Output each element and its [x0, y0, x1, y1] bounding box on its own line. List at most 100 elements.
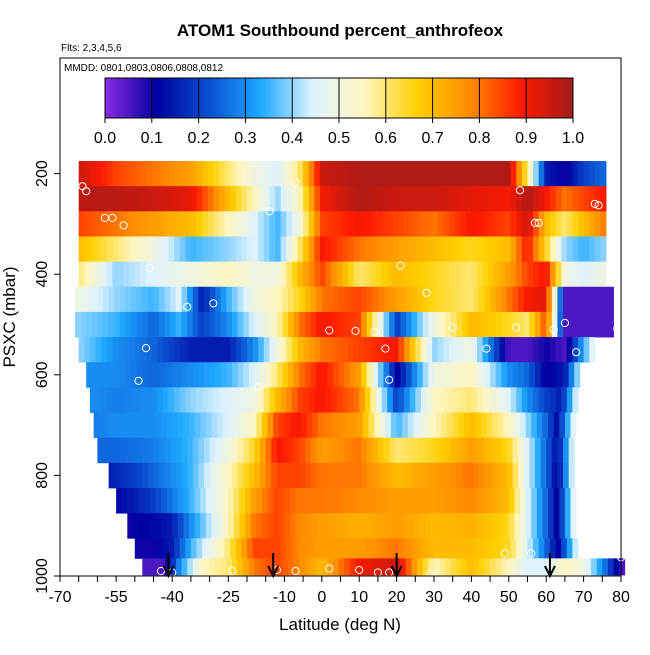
- heatmap-cell: [450, 462, 457, 489]
- heatmap-cell: [123, 186, 130, 212]
- heatmap-cell: [288, 462, 295, 489]
- heatmap-cell: [529, 462, 536, 489]
- heatmap-cell: [114, 437, 121, 464]
- heatmap-cell: [490, 286, 497, 313]
- heatmap-cell: [123, 236, 130, 263]
- heatmap-cell: [179, 261, 186, 288]
- heatmap-cell: [413, 513, 420, 539]
- observation-circle: [134, 376, 143, 385]
- heatmap-cell: [460, 538, 467, 559]
- heatmap-cell: [237, 311, 244, 338]
- observation-circle: [141, 344, 151, 353]
- heatmap-cell: [127, 513, 134, 539]
- heatmap-cell: [288, 558, 295, 576]
- heatmap-cell: [175, 462, 182, 489]
- observation-circle: [381, 344, 390, 353]
- heatmap-cell: [192, 462, 199, 489]
- heatmap-cell: [215, 558, 222, 576]
- heatmap-cell: [291, 211, 298, 237]
- heatmap-cell: [448, 211, 455, 237]
- heatmap-cell: [250, 412, 257, 439]
- heatmap-cell: [340, 513, 347, 539]
- heatmap-cell: [510, 236, 517, 263]
- heatmap-cell: [185, 261, 192, 288]
- heatmap-cell: [445, 311, 452, 338]
- heatmap-cell: [295, 412, 302, 439]
- heatmap-cell: [333, 362, 340, 388]
- heatmap-cell: [303, 186, 310, 212]
- heatmap-cell: [166, 513, 173, 539]
- heatmap-cell: [267, 412, 274, 439]
- heatmap-cell: [512, 311, 519, 338]
- heatmap-cell: [106, 211, 113, 237]
- heatmap-cell: [445, 286, 452, 313]
- y-tick-label: 1000: [34, 558, 51, 594]
- heatmap-cell: [276, 558, 283, 576]
- heatmap-cell: [260, 558, 267, 576]
- heatmap-cell: [426, 337, 433, 363]
- heatmap-cell: [435, 412, 442, 439]
- heatmap-cell: [310, 437, 317, 464]
- heatmap-cell: [338, 558, 345, 576]
- heatmap-cell: [151, 337, 158, 363]
- heatmap-cell: [329, 487, 336, 514]
- heatmap-cell: [284, 487, 291, 514]
- heatmap-cell: [534, 558, 541, 576]
- heatmap-cell: [200, 412, 207, 439]
- heatmap-cell: [218, 387, 225, 413]
- heatmap-cell: [131, 462, 138, 489]
- heatmap-cell: [505, 236, 512, 263]
- heatmap-cell: [114, 286, 121, 313]
- heatmap-cell: [153, 286, 160, 313]
- heatmap-cell: [101, 337, 108, 363]
- heatmap-cell: [228, 412, 235, 439]
- heatmap-cell: [387, 261, 394, 288]
- heatmap-cell: [254, 286, 261, 313]
- heatmap-cell: [303, 337, 310, 363]
- heatmap-cell: [527, 261, 534, 288]
- heatmap-cell: [357, 412, 364, 439]
- heatmap-cell: [95, 236, 102, 263]
- heatmap-cell: [349, 362, 356, 388]
- heatmap-cell: [368, 487, 375, 514]
- heatmap-cell: [462, 558, 469, 576]
- heatmap-cell: [443, 337, 450, 363]
- heatmap-cell: [465, 161, 472, 187]
- heatmap-cell: [121, 487, 128, 514]
- heatmap-cell: [136, 311, 143, 338]
- heatmap-cell: [213, 186, 220, 212]
- heatmap-cell: [183, 487, 190, 514]
- heatmap-cell: [465, 387, 472, 413]
- heatmap-cell: [146, 538, 153, 559]
- heatmap-cell: [430, 412, 437, 439]
- heatmap-cell: [499, 261, 506, 288]
- heatmap-cell: [482, 261, 489, 288]
- heatmap-cell: [361, 437, 368, 464]
- observation-circle: [209, 299, 218, 308]
- heatmap-cell: [557, 311, 564, 338]
- heatmap-cell: [353, 261, 360, 288]
- heatmap-cell: [570, 513, 577, 539]
- heatmap-cell: [437, 538, 444, 559]
- heatmap-cell: [413, 412, 420, 439]
- heatmap-cell: [207, 211, 214, 237]
- heatmap-cell: [258, 211, 265, 237]
- heatmap-cell: [437, 236, 444, 263]
- heatmap-cell: [258, 236, 265, 263]
- heatmap-cell: [177, 487, 184, 514]
- heatmap-cell: [175, 558, 182, 576]
- heatmap-cell: [353, 161, 360, 187]
- heatmap-cell: [454, 538, 461, 559]
- heatmap-cell: [179, 337, 186, 363]
- heatmap-cell: [203, 362, 210, 388]
- heatmap-cell: [398, 538, 405, 559]
- heatmap-cell: [589, 337, 596, 363]
- heatmap-cell: [448, 337, 455, 363]
- heatmap-cell: [437, 186, 444, 212]
- heatmap-cell: [538, 538, 545, 559]
- heatmap-cell: [478, 462, 485, 489]
- heatmap-cell: [247, 211, 254, 237]
- heatmap-cell: [508, 412, 515, 439]
- heatmap-cell: [430, 513, 437, 539]
- heatmap-cell: [510, 387, 517, 413]
